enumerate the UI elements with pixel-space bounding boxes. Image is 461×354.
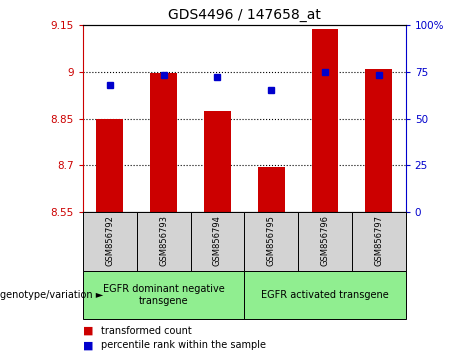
- Text: GSM856792: GSM856792: [106, 215, 114, 266]
- Text: GSM856795: GSM856795: [267, 215, 276, 266]
- Bar: [96, 119, 123, 212]
- Text: GSM856796: GSM856796: [320, 215, 330, 266]
- Text: percentile rank within the sample: percentile rank within the sample: [101, 340, 266, 350]
- Text: EGFR activated transgene: EGFR activated transgene: [261, 290, 389, 300]
- Text: EGFR dominant negative
transgene: EGFR dominant negative transgene: [103, 284, 225, 306]
- Bar: [190, 212, 244, 271]
- Text: GSM856797: GSM856797: [374, 215, 383, 266]
- Bar: [83, 271, 244, 319]
- Bar: [312, 29, 338, 212]
- Text: genotype/variation ►: genotype/variation ►: [0, 290, 103, 300]
- Bar: [83, 212, 137, 271]
- Bar: [365, 69, 392, 212]
- Text: ■: ■: [83, 340, 97, 350]
- Text: ■: ■: [83, 326, 97, 336]
- Title: GDS4496 / 147658_at: GDS4496 / 147658_at: [168, 8, 321, 22]
- Bar: [137, 212, 190, 271]
- Text: GSM856794: GSM856794: [213, 215, 222, 266]
- Bar: [298, 212, 352, 271]
- Bar: [244, 212, 298, 271]
- Bar: [352, 212, 406, 271]
- Text: transformed count: transformed count: [101, 326, 192, 336]
- Bar: [204, 111, 231, 212]
- Bar: [244, 271, 406, 319]
- Text: GSM856793: GSM856793: [159, 215, 168, 266]
- Bar: [258, 167, 284, 212]
- Bar: [150, 73, 177, 212]
